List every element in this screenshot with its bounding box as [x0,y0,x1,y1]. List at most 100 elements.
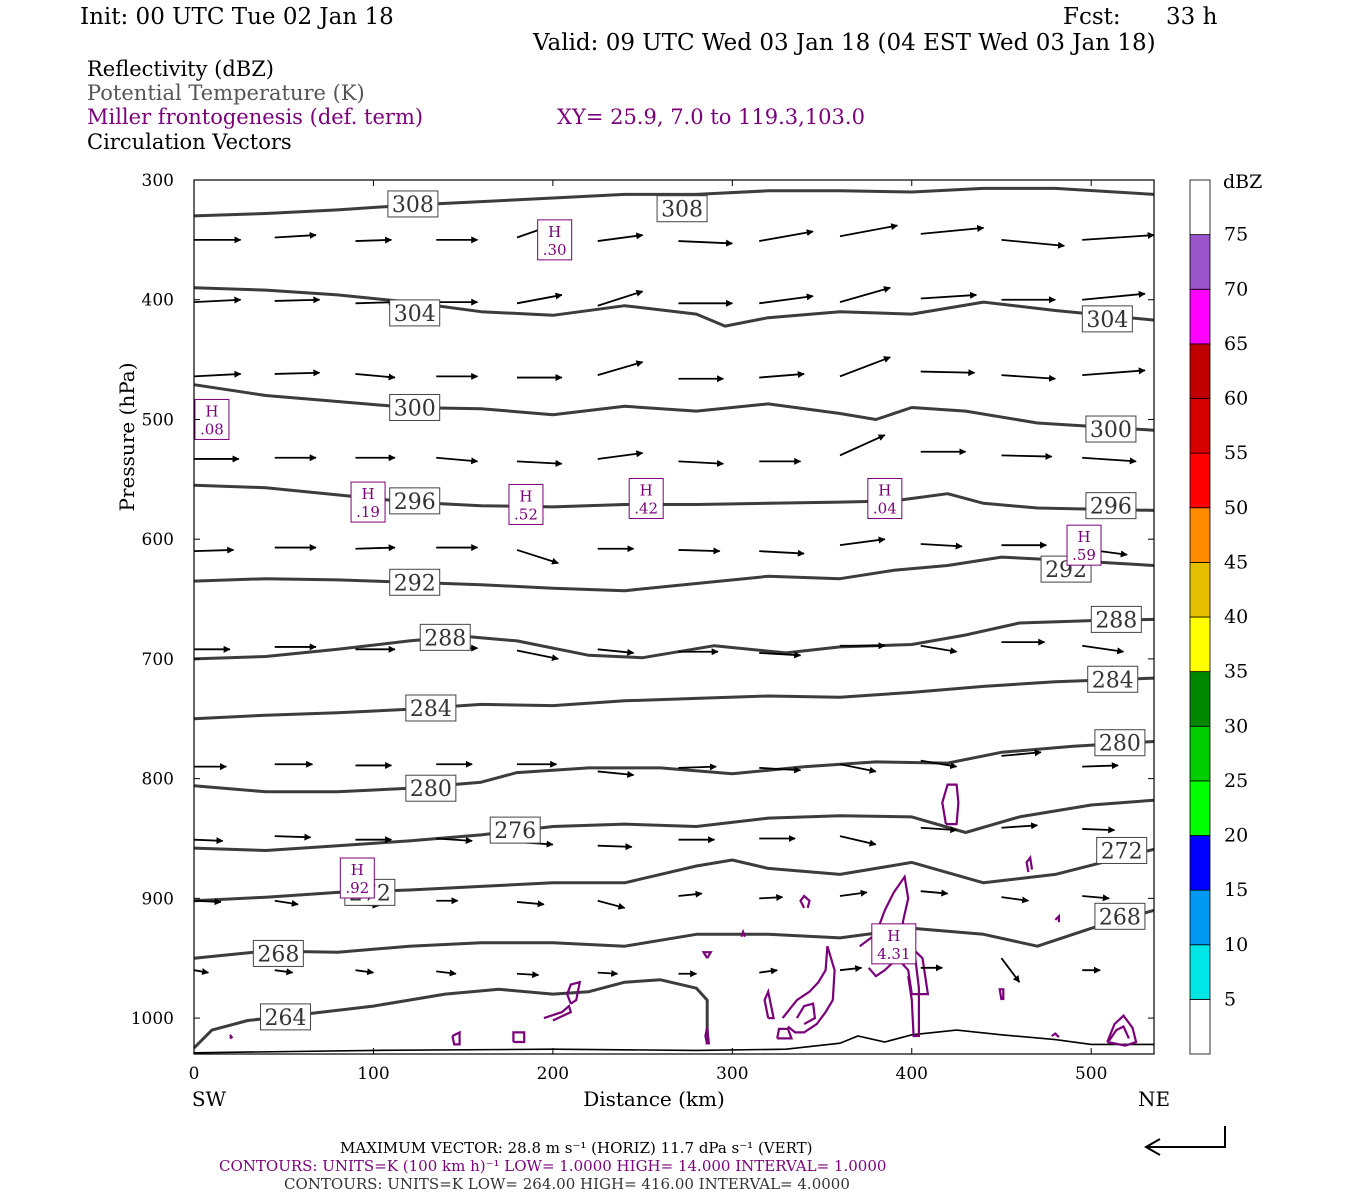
miller-contour [1025,854,1034,873]
miller-contour [704,1027,711,1045]
theta-contours [192,186,1155,1050]
circulation-vector [920,225,985,235]
theta-label: 264 [265,1006,307,1031]
theta-label-box [389,393,441,421]
circulation-vector [1001,896,1030,904]
circulation-vector [274,231,317,239]
miller-max-box [508,483,544,525]
circulation-vector [1001,822,1039,830]
miller-contour [941,783,960,826]
theta-label: 296 [1090,495,1132,520]
theta-label: 268 [1099,905,1141,930]
theta-label: 300 [394,396,436,421]
y-tick-label: 1000 [131,1009,174,1029]
colorbar-level: 70 [1224,278,1248,300]
colorbar-swatch [1189,725,1211,782]
circulation-vector [193,296,242,304]
circulation-vector [516,459,563,467]
ne-label: NE [1138,1087,1170,1111]
reference-arrow-icon [1148,1126,1226,1148]
circulation-vector [597,969,619,977]
circulation-vector [759,293,814,305]
miller-max-box [867,477,903,519]
colorbar-level: 10 [1224,934,1248,956]
miller-max-box [871,923,917,965]
x-tick-label: 500 [1075,1064,1107,1084]
circulation-vector [1082,367,1146,377]
colorbar-level: 50 [1224,497,1248,519]
theta-label-box [260,1003,312,1031]
miller-contour [1108,1025,1130,1042]
circulation-vector [759,229,814,242]
miller-max-letter: H [878,481,891,499]
theta-label-box [1085,492,1137,520]
circulation-vector [436,969,457,977]
circulation-vector [355,968,375,976]
circulation-vector [436,836,473,844]
miller-max-letter: H [519,487,532,505]
circulation-vector [597,843,633,851]
circulation-vector [759,893,784,901]
sw-label: SW [192,1087,227,1111]
miller-contour [998,988,1005,1001]
reference-arrow [1143,1126,1226,1156]
theta-label: 300 [1090,418,1132,443]
miller-contour [799,894,811,909]
circulation-vector [436,456,479,465]
theta-contour-284 [193,676,1155,721]
x-tick-label: 200 [537,1064,569,1084]
legend-reflectivity: Reflectivity (dBZ) [87,57,275,81]
y-tick-label: 300 [142,171,174,191]
colorbar-level: 75 [1224,224,1248,246]
x-tick-label: 0 [189,1064,200,1084]
theta-contour-272 [193,847,1155,903]
theta-contour-280 [193,740,1155,794]
theta-label: 280 [410,777,452,802]
colorbar-level: 55 [1224,442,1248,464]
theta-contour-264 [192,978,709,1050]
x-axis-label: Distance (km) [583,1087,725,1111]
theta-label: 288 [1095,608,1137,633]
theta-label-box [1087,665,1139,693]
colorbar-level: 20 [1224,825,1248,847]
miller-max-box [1066,524,1102,566]
circulation-vector [516,292,563,305]
circulation-vector [355,236,393,244]
circulation-vector [597,770,635,778]
circulation-vector [1000,957,1021,983]
colorbar-swatch [1189,561,1211,618]
miller-max-value: .19 [356,503,380,521]
circulation-vector [597,232,644,242]
circulation-vector [1082,644,1125,655]
theta-label: 288 [424,626,466,651]
theta-contour-296 [193,483,1155,512]
theta-contour-288 [193,617,1155,661]
miller-max-box [339,857,375,899]
circulation-vector [759,651,802,659]
theta-contour-308 [193,186,1155,218]
colorbar-swatch [1189,343,1211,399]
legend-circulation: Circulation Vectors [87,130,292,154]
colorbar-swatch [1189,671,1211,727]
miller-max-value: .59 [1072,546,1096,564]
circulation-vector [597,899,626,910]
theta-contour-276 [193,798,1155,852]
miller-max-letter: H [887,927,900,945]
circulation-vector [920,889,949,897]
circulation-vector [597,360,644,377]
circulation-vector [920,644,958,655]
theta-label: 304 [1086,308,1128,333]
circulation-vector [678,547,721,555]
theta-label-box [419,623,471,651]
footer-contours-miller: CONTOURS: UNITS=K (100 km h)⁻¹ LOW= 1.00… [219,1157,887,1175]
circulation-vector [597,648,635,656]
miller-contour [1054,913,1060,923]
circulation-vector [274,369,321,377]
theta-label-box [489,816,541,844]
theta-label: 272 [1101,839,1143,864]
circulation-vector [759,370,805,379]
circulation-vector [1082,826,1116,834]
circulation-vector [193,370,242,378]
colorbar-level: 30 [1224,715,1248,737]
